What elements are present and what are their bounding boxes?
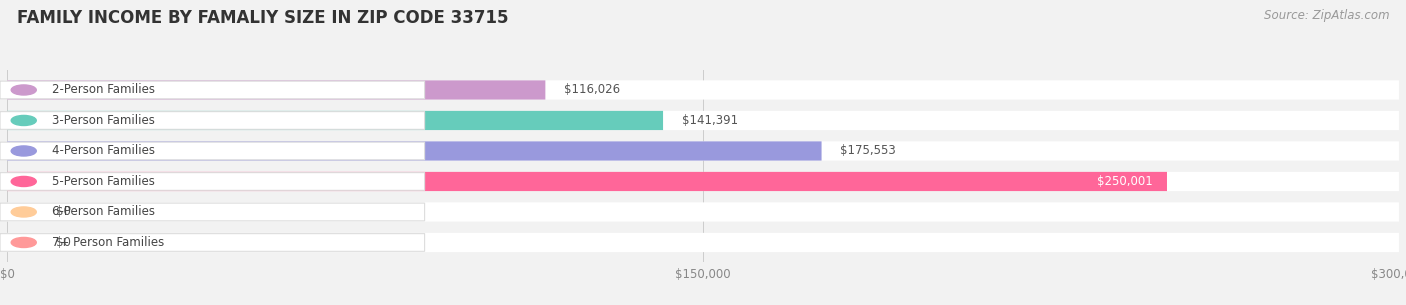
FancyBboxPatch shape (0, 142, 425, 160)
Text: $250,001: $250,001 (1097, 175, 1153, 188)
FancyBboxPatch shape (0, 173, 425, 190)
FancyBboxPatch shape (7, 81, 546, 99)
Text: $141,391: $141,391 (682, 114, 738, 127)
Text: 5-Person Families: 5-Person Families (52, 175, 155, 188)
Ellipse shape (11, 176, 37, 187)
Text: 7+ Person Families: 7+ Person Families (52, 236, 165, 249)
FancyBboxPatch shape (7, 233, 1399, 252)
FancyBboxPatch shape (7, 172, 1399, 191)
Text: $0: $0 (56, 206, 70, 218)
Text: $116,026: $116,026 (564, 84, 620, 96)
Ellipse shape (11, 237, 37, 248)
Ellipse shape (11, 115, 37, 126)
Text: 2-Person Families: 2-Person Families (52, 84, 155, 96)
FancyBboxPatch shape (0, 81, 425, 99)
Text: 4-Person Families: 4-Person Families (52, 145, 155, 157)
Ellipse shape (11, 207, 37, 217)
FancyBboxPatch shape (7, 142, 821, 160)
Text: 3-Person Families: 3-Person Families (52, 114, 155, 127)
FancyBboxPatch shape (7, 142, 1399, 160)
FancyBboxPatch shape (7, 203, 1399, 221)
FancyBboxPatch shape (0, 112, 425, 129)
FancyBboxPatch shape (0, 203, 425, 221)
Text: $0: $0 (56, 236, 70, 249)
Text: $175,553: $175,553 (841, 145, 896, 157)
FancyBboxPatch shape (7, 81, 1399, 99)
Ellipse shape (11, 146, 37, 156)
Text: 6-Person Families: 6-Person Families (52, 206, 155, 218)
Text: Source: ZipAtlas.com: Source: ZipAtlas.com (1264, 9, 1389, 22)
FancyBboxPatch shape (0, 234, 425, 251)
Text: FAMILY INCOME BY FAMALIY SIZE IN ZIP CODE 33715: FAMILY INCOME BY FAMALIY SIZE IN ZIP COD… (17, 9, 509, 27)
FancyBboxPatch shape (7, 111, 1399, 130)
Ellipse shape (11, 85, 37, 95)
FancyBboxPatch shape (7, 111, 664, 130)
FancyBboxPatch shape (7, 172, 1167, 191)
